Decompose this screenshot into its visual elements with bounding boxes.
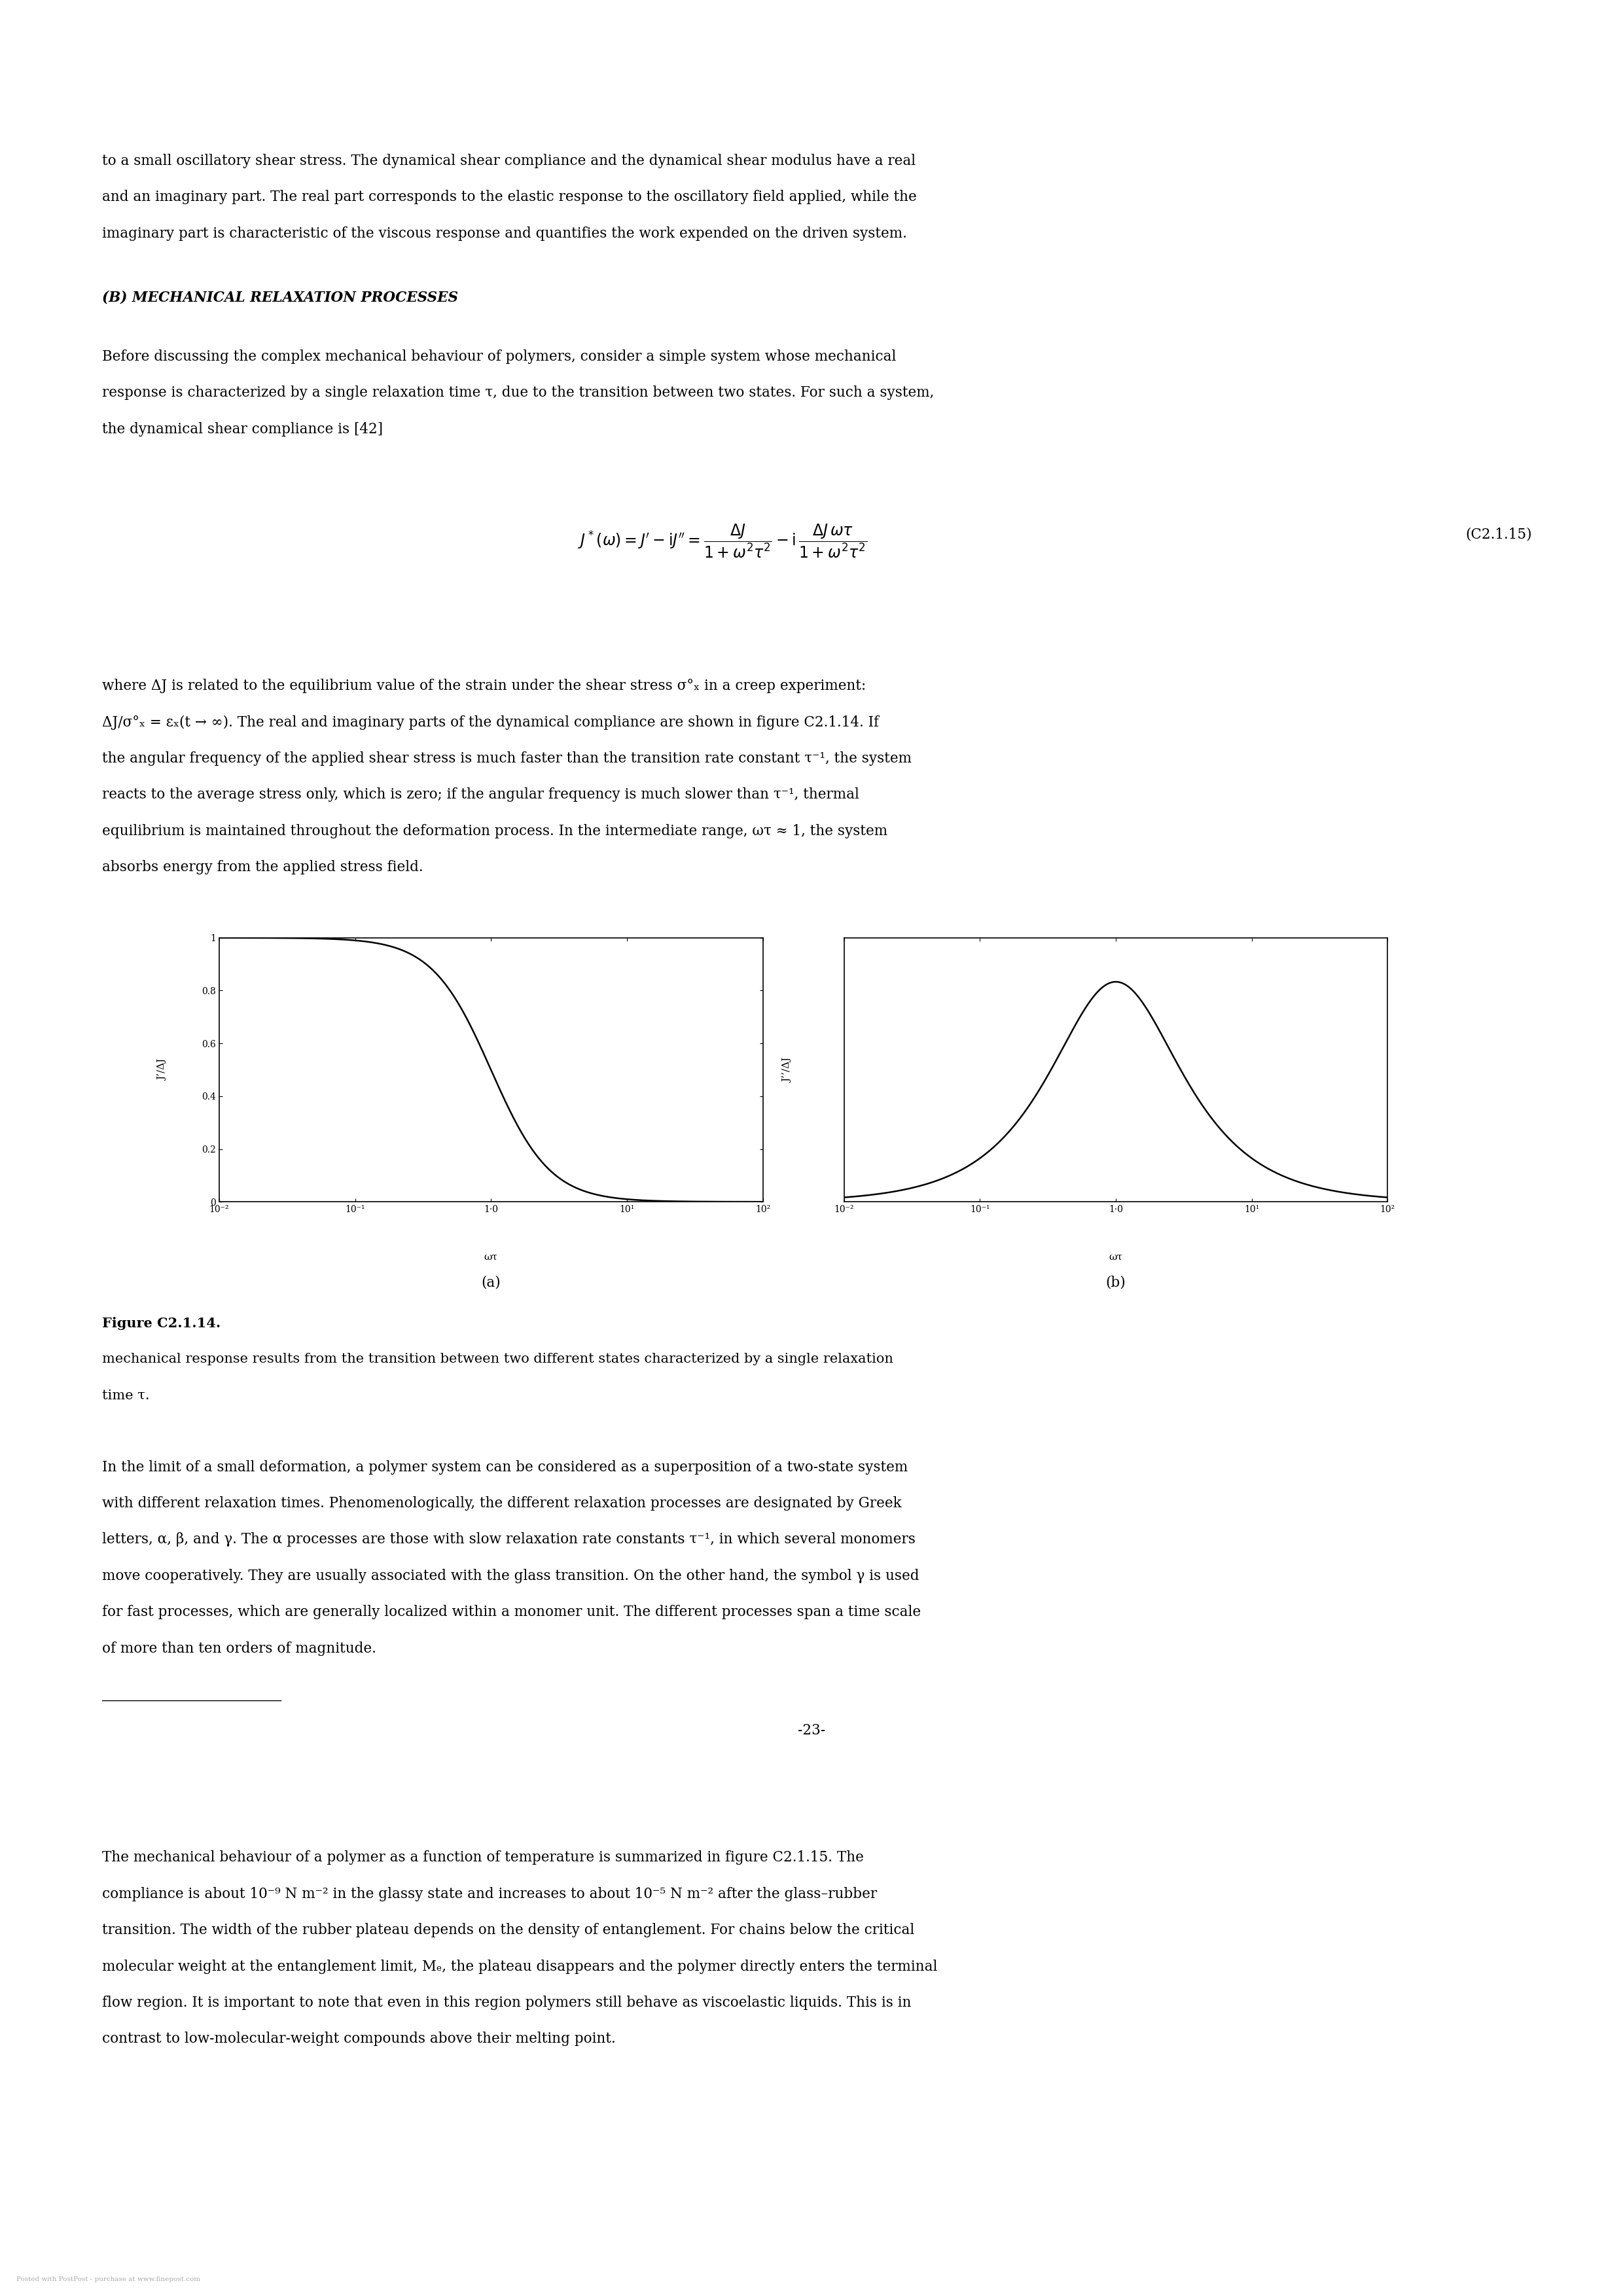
Text: J’/ΔJ: J’/ΔJ [157, 1058, 167, 1081]
Text: transition. The width of the rubber plateau depends on the density of entangleme: transition. The width of the rubber plat… [102, 1924, 915, 1938]
Text: (b): (b) [1105, 1274, 1126, 1290]
Text: ωτ: ωτ [484, 1251, 498, 1261]
Text: for fast processes, which are generally localized within a monomer unit. The dif: for fast processes, which are generally … [102, 1605, 920, 1619]
Text: $J^*(\omega) = J' - \mathrm{i}J'' = \dfrac{\Delta J}{1 + \omega^2\tau^2} - \math: $J^*(\omega) = J' - \mathrm{i}J'' = \dfr… [578, 523, 867, 560]
Text: Before discussing the complex mechanical behaviour of polymers, consider a simpl: Before discussing the complex mechanical… [102, 349, 896, 363]
Text: flow region. It is important to note that even in this region polymers still beh: flow region. It is important to note tha… [102, 1995, 912, 2009]
Text: and an imaginary part. The real part corresponds to the elastic response to the : and an imaginary part. The real part cor… [102, 191, 917, 204]
Text: ωτ: ωτ [1109, 1251, 1123, 1261]
Text: The mechanical behaviour of a polymer as a function of temperature is summarized: The mechanical behaviour of a polymer as… [102, 1851, 863, 1864]
Text: of more than ten orders of magnitude.: of more than ten orders of magnitude. [102, 1642, 377, 1655]
Text: compliance is about 10⁻⁹ N m⁻² in the glassy state and increases to about 10⁻⁵ N: compliance is about 10⁻⁹ N m⁻² in the gl… [102, 1887, 876, 1901]
Text: molecular weight at the entanglement limit, Mₑ, the plateau disappears and the p: molecular weight at the entanglement lim… [102, 1958, 938, 1975]
Text: In the limit of a small deformation, a polymer system can be considered as a sup: In the limit of a small deformation, a p… [102, 1460, 907, 1474]
Text: (a): (a) [482, 1274, 500, 1290]
Text: Figure C2.1.14.: Figure C2.1.14. [102, 1316, 221, 1329]
Text: the dynamical shear compliance is [42]: the dynamical shear compliance is [42] [102, 422, 383, 436]
Text: (B) MECHANICAL RELAXATION PROCESSES: (B) MECHANICAL RELAXATION PROCESSES [102, 289, 458, 305]
Text: to a small oscillatory shear stress. The dynamical shear compliance and the dyna: to a small oscillatory shear stress. The… [102, 154, 915, 168]
Text: with different relaxation times. Phenomenologically, the different relaxation pr: with different relaxation times. Phenome… [102, 1497, 902, 1511]
Text: response is characterized by a single relaxation time τ, due to the transition b: response is characterized by a single re… [102, 386, 935, 400]
Text: letters, α, β, and γ. The α processes are those with slow relaxation rate consta: letters, α, β, and γ. The α processes ar… [102, 1531, 915, 1548]
Text: reacts to the average stress only, which is zero; if the angular frequency is mu: reacts to the average stress only, which… [102, 788, 859, 801]
Text: the angular frequency of the applied shear stress is much faster than the transi: the angular frequency of the applied she… [102, 751, 912, 767]
Text: ΔJ/σ°ₓ = εₓ(t → ∞). The real and imaginary parts of the dynamical compliance are: ΔJ/σ°ₓ = εₓ(t → ∞). The real and imagina… [102, 714, 880, 730]
Text: (C2.1.15): (C2.1.15) [1466, 528, 1532, 542]
Text: imaginary part is characteristic of the viscous response and quantifies the work: imaginary part is characteristic of the … [102, 227, 907, 241]
Text: mechanical response results from the transition between two different states cha: mechanical response results from the tra… [102, 1352, 893, 1366]
Text: absorbs energy from the applied stress field.: absorbs energy from the applied stress f… [102, 861, 424, 875]
Text: Posted with PostPost - purchase at www.finepost.com: Posted with PostPost - purchase at www.f… [16, 2275, 200, 2282]
Text: move cooperatively. They are usually associated with the glass transition. On th: move cooperatively. They are usually ass… [102, 1568, 919, 1584]
Text: equilibrium is maintained throughout the deformation process. In the intermediat: equilibrium is maintained throughout the… [102, 824, 888, 838]
Text: J’’/ΔJ: J’’/ΔJ [782, 1058, 792, 1081]
Text: time τ.: time τ. [102, 1389, 149, 1401]
Text: -23-: -23- [797, 1724, 826, 1738]
Text: where ΔJ is related to the equilibrium value of the strain under the shear stres: where ΔJ is related to the equilibrium v… [102, 680, 867, 693]
Text: contrast to low-molecular-weight compounds above their melting point.: contrast to low-molecular-weight compoun… [102, 2032, 615, 2046]
